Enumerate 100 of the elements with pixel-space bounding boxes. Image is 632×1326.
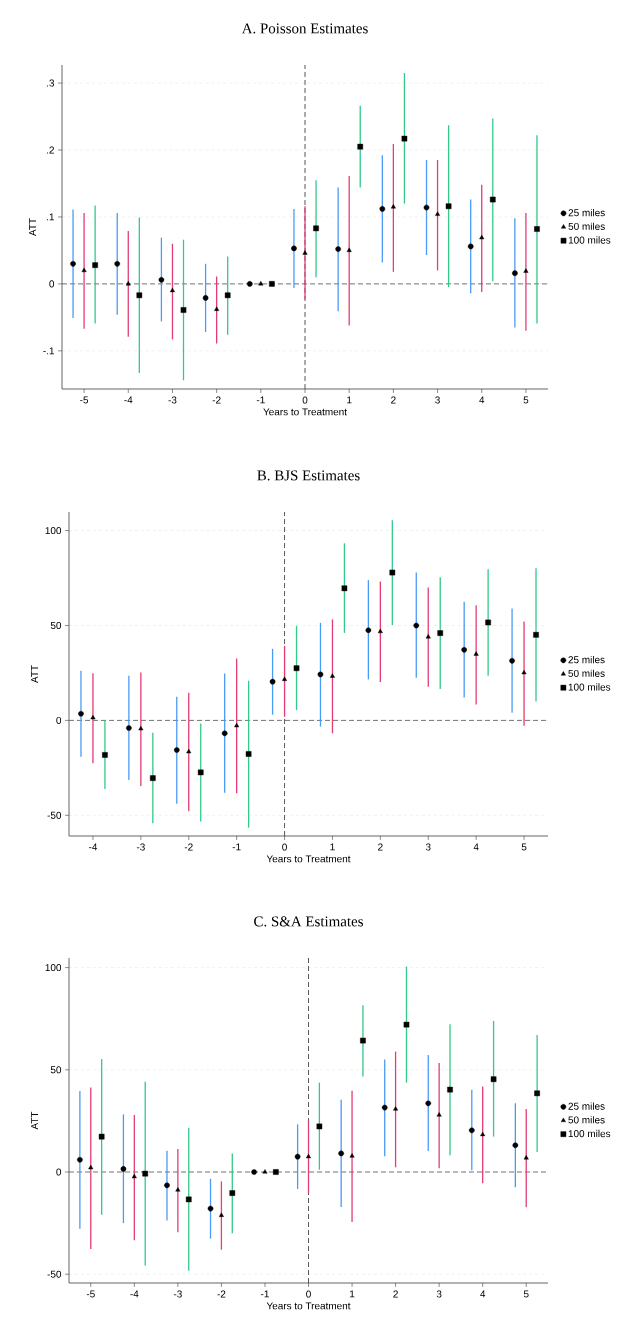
point — [269, 678, 276, 685]
x-tick-label: 1 — [330, 843, 335, 851]
point — [316, 1123, 323, 1130]
point — [365, 627, 372, 634]
point — [302, 250, 308, 255]
point — [425, 634, 431, 639]
legend-label: 50 miles — [568, 222, 605, 230]
point — [469, 1127, 475, 1134]
legend-label: 25 miles — [568, 208, 605, 217]
point — [224, 292, 231, 299]
x-tick-label: 3 — [436, 1290, 442, 1298]
x-axis-title: Years to Treatment — [266, 855, 351, 863]
point — [185, 1196, 192, 1203]
point — [512, 270, 518, 276]
x-tick-label: 3 — [435, 396, 440, 404]
x-tick-label: -3 — [173, 1290, 182, 1298]
point — [291, 245, 297, 252]
point — [389, 569, 396, 576]
x-tick-label: -4 — [124, 396, 133, 404]
point — [306, 1153, 311, 1159]
point — [349, 1153, 355, 1158]
point — [158, 277, 165, 283]
point — [489, 196, 496, 203]
point — [214, 306, 220, 311]
x-axis-title: Years to Treatment — [266, 1302, 351, 1310]
x-tick-label: 4 — [479, 396, 485, 404]
legend-label: 100 miles — [568, 1129, 611, 1138]
point — [258, 281, 264, 286]
legend-label: 50 miles — [568, 1116, 605, 1124]
point — [251, 1169, 257, 1175]
y-axis-title: ATT — [31, 1111, 39, 1130]
point — [341, 585, 348, 592]
x-tick-label: 4 — [473, 843, 479, 851]
point — [102, 752, 108, 758]
point — [173, 747, 180, 753]
point — [357, 143, 364, 150]
point — [379, 206, 386, 212]
point — [435, 211, 441, 216]
point — [234, 722, 240, 728]
point — [473, 651, 479, 656]
x-tick-label: 5 — [521, 843, 527, 851]
point — [423, 204, 430, 211]
x-tick-label: 5 — [523, 1290, 529, 1298]
chart-title: A. Poisson Estimates — [241, 23, 368, 34]
legend-label: 50 miles — [568, 669, 605, 677]
point — [521, 669, 527, 675]
point — [175, 1187, 181, 1192]
y-axis-title: ATT — [29, 218, 37, 237]
y-tick-label: 100 — [45, 527, 62, 535]
point — [436, 1112, 442, 1117]
y-axis-title: ATT — [31, 665, 39, 684]
y-tick-label: -.1 — [43, 347, 54, 355]
y-tick-label: .2 — [47, 146, 54, 154]
x-tick-label: 4 — [480, 1290, 486, 1298]
x-tick-label: 5 — [523, 396, 529, 404]
point — [92, 262, 98, 268]
legend-label: 100 miles — [568, 236, 611, 244]
point — [512, 1142, 519, 1149]
point — [437, 630, 444, 636]
x-tick-label: 2 — [393, 1290, 398, 1298]
point — [293, 665, 300, 671]
x-tick-label: -3 — [136, 843, 145, 851]
point — [330, 673, 335, 678]
x-tick-label: 0 — [302, 396, 308, 404]
x-tick-label: -5 — [86, 1290, 95, 1298]
point — [523, 1155, 529, 1160]
point — [360, 1037, 366, 1044]
x-tick-label: 3 — [425, 843, 431, 851]
legend-label: 100 miles — [568, 683, 611, 691]
point — [142, 1170, 148, 1177]
point — [485, 619, 491, 626]
point — [218, 1212, 224, 1217]
point — [534, 226, 540, 232]
y-tick-label: 100 — [45, 964, 62, 972]
point — [393, 1106, 399, 1111]
point — [377, 628, 383, 634]
point — [467, 243, 474, 250]
x-tick-label: -1 — [256, 396, 265, 404]
point — [70, 261, 76, 267]
point — [197, 769, 204, 776]
x-tick-label: 2 — [378, 843, 383, 851]
point — [480, 1131, 486, 1137]
point — [273, 1169, 279, 1175]
point — [523, 268, 529, 273]
x-tick-label: -1 — [232, 843, 241, 851]
point — [461, 646, 467, 653]
point — [447, 1086, 453, 1093]
x-tick-label: 0 — [282, 843, 287, 851]
point — [346, 247, 352, 252]
point — [186, 748, 192, 754]
x-tick-label: 1 — [350, 1290, 355, 1298]
x-tick-label: 2 — [391, 396, 396, 404]
y-tick-label: 0 — [56, 716, 62, 724]
point — [317, 671, 324, 678]
point — [77, 1156, 83, 1163]
point — [313, 225, 319, 232]
point — [126, 725, 132, 731]
y-tick-label: 0 — [49, 280, 55, 288]
point — [338, 1150, 344, 1157]
x-tick-label: -1 — [260, 1290, 269, 1298]
